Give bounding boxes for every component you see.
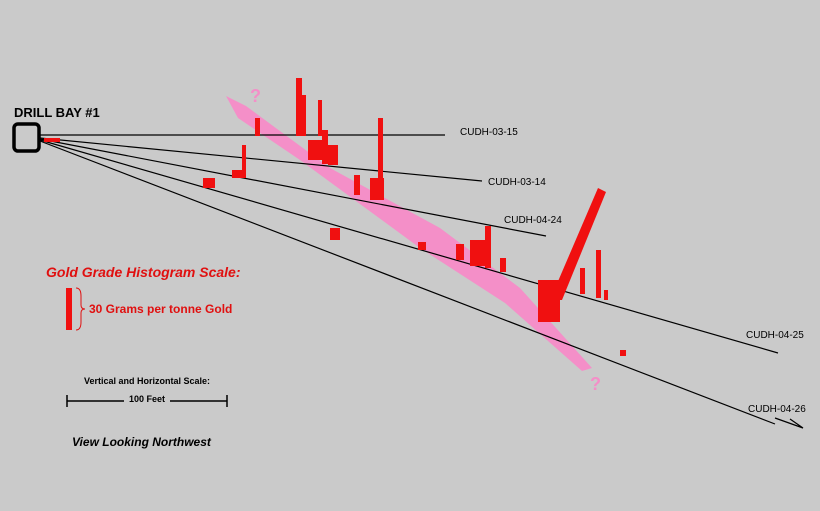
grade-bar xyxy=(330,228,340,240)
grade-bar xyxy=(44,138,60,142)
grade-bar xyxy=(370,178,384,200)
hole-label: CUDH-04-25 xyxy=(746,330,804,341)
legend-bar xyxy=(66,288,72,330)
legend-label: 30 Grams per tonne Gold xyxy=(89,302,232,316)
zone-mark: ? xyxy=(590,374,601,394)
scale-label: 100 Feet xyxy=(129,394,165,404)
drill-bay-label: DRILL BAY #1 xyxy=(14,105,100,120)
grade-bar xyxy=(470,240,486,266)
grade-bar xyxy=(232,170,246,178)
hole-label: CUDH-03-15 xyxy=(460,127,518,138)
view-label: View Looking Northwest xyxy=(72,435,212,449)
grade-bar xyxy=(580,268,585,294)
grade-bar xyxy=(242,145,246,177)
scale-title: Vertical and Horizontal Scale: xyxy=(84,376,210,386)
grade-bar xyxy=(322,130,328,164)
drill-hole xyxy=(39,140,776,425)
hole-label: CUDH-04-24 xyxy=(504,215,562,226)
grade-bar xyxy=(550,188,606,300)
drill-hole xyxy=(39,138,547,237)
grade-bar xyxy=(620,350,626,356)
zone-mark: ? xyxy=(250,86,261,106)
grade-bar xyxy=(604,290,608,300)
drill-hole xyxy=(39,137,483,182)
grade-bar xyxy=(328,145,338,165)
grade-bar xyxy=(308,140,322,160)
drill-bay xyxy=(12,122,41,153)
grade-bar xyxy=(255,118,260,136)
legend-title: Gold Grade Histogram Scale: xyxy=(46,264,241,280)
grade-bar xyxy=(302,95,306,136)
legend-brace xyxy=(75,287,86,331)
hole-label: CUDH-04-26 xyxy=(748,404,806,415)
grade-bar xyxy=(318,100,322,136)
grade-bar xyxy=(418,242,426,250)
grade-bar xyxy=(456,244,464,260)
grade-bar xyxy=(378,118,383,198)
arrow xyxy=(774,417,804,429)
hole-label: CUDH-03-14 xyxy=(488,177,546,188)
scale-label-bg xyxy=(124,394,170,402)
grade-bar xyxy=(500,258,506,272)
grade-bar xyxy=(203,178,215,188)
grade-histogram xyxy=(44,78,626,356)
grade-bar xyxy=(296,78,302,136)
grade-bar xyxy=(538,280,560,322)
grade-bar xyxy=(485,226,491,268)
grade-bar xyxy=(596,250,601,298)
drill-hole xyxy=(39,139,779,354)
grade-bar xyxy=(354,175,360,195)
